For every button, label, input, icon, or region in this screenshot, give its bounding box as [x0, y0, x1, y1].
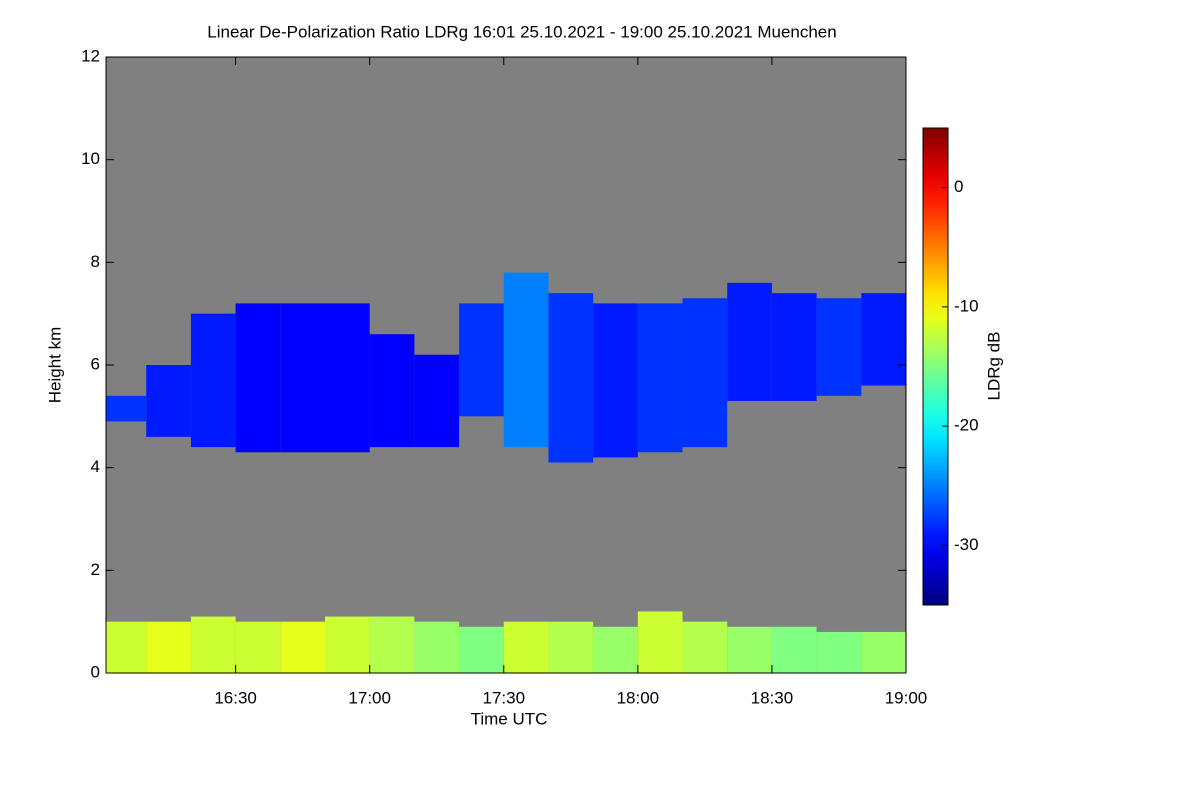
- y-axis-label: Height km: [45, 327, 64, 404]
- cloud-cell: [235, 303, 281, 453]
- cloud-cell: [459, 303, 504, 417]
- boundary-layer-cell: [106, 621, 147, 673]
- colorbar: [922, 127, 949, 606]
- cloud-cell: [727, 282, 772, 401]
- cloud-cell: [593, 303, 638, 458]
- y-tick-label: 2: [91, 560, 100, 579]
- cloud-cell: [106, 395, 147, 422]
- x-tick-label: 19:00: [885, 688, 928, 707]
- cloud-cell: [503, 272, 549, 448]
- boundary-layer-cell: [324, 616, 370, 673]
- boundary-layer-cell: [280, 621, 325, 673]
- cloud-cell: [548, 293, 594, 463]
- cloud-cell: [190, 313, 236, 448]
- colorbar-tick-label: 0: [954, 177, 963, 196]
- boundary-layer-cell: [682, 621, 728, 673]
- colorbar-tick-label: -30: [954, 535, 979, 554]
- colorbar-label: LDRg dB: [984, 332, 1003, 401]
- cloud-cell: [369, 334, 415, 448]
- colorbar-tick-label: -20: [954, 416, 979, 435]
- colorbar-tick-label: -10: [954, 296, 979, 315]
- boundary-layer-cell: [861, 631, 906, 673]
- cloud-cell: [146, 365, 191, 437]
- boundary-layer-cell: [503, 621, 549, 673]
- boundary-layer-cell: [414, 621, 460, 673]
- y-tick-label: 10: [81, 149, 100, 168]
- boundary-layer-cell: [771, 626, 817, 673]
- x-axis-label: Time UTC: [471, 709, 548, 728]
- boundary-layer-cell: [727, 626, 772, 673]
- boundary-layer-cell: [637, 611, 683, 673]
- cloud-cell: [682, 298, 728, 448]
- boundary-layer-cell: [190, 616, 236, 673]
- y-tick-label: 0: [91, 662, 100, 681]
- y-tick-label: 4: [91, 457, 100, 476]
- chart-title: Linear De-Polarization Ratio LDRg 16:01 …: [207, 22, 836, 41]
- cloud-cell: [771, 293, 817, 401]
- cloud-cell: [414, 354, 460, 448]
- boundary-layer-cell: [146, 621, 191, 673]
- y-tick-label: 6: [91, 354, 100, 373]
- cloud-cell: [324, 303, 370, 453]
- x-tick-label: 17:00: [348, 688, 391, 707]
- x-tick-label: 18:30: [751, 688, 794, 707]
- cloud-cell: [280, 303, 325, 453]
- boundary-layer-cell: [593, 626, 638, 673]
- boundary-layer-cell: [369, 616, 415, 673]
- cloud-cell: [637, 303, 683, 453]
- boundary-layer-cell: [459, 626, 504, 673]
- boundary-layer-cell: [548, 621, 594, 673]
- boundary-layer-cell: [235, 621, 281, 673]
- y-tick-label: 8: [91, 252, 100, 271]
- cloud-cell: [816, 298, 862, 396]
- cloud-cell: [861, 293, 906, 386]
- x-tick-label: 16:30: [214, 688, 257, 707]
- boundary-layer-cell: [816, 631, 862, 673]
- y-tick-label: 12: [81, 46, 100, 65]
- x-tick-label: 18:00: [617, 688, 660, 707]
- x-tick-label: 17:30: [482, 688, 525, 707]
